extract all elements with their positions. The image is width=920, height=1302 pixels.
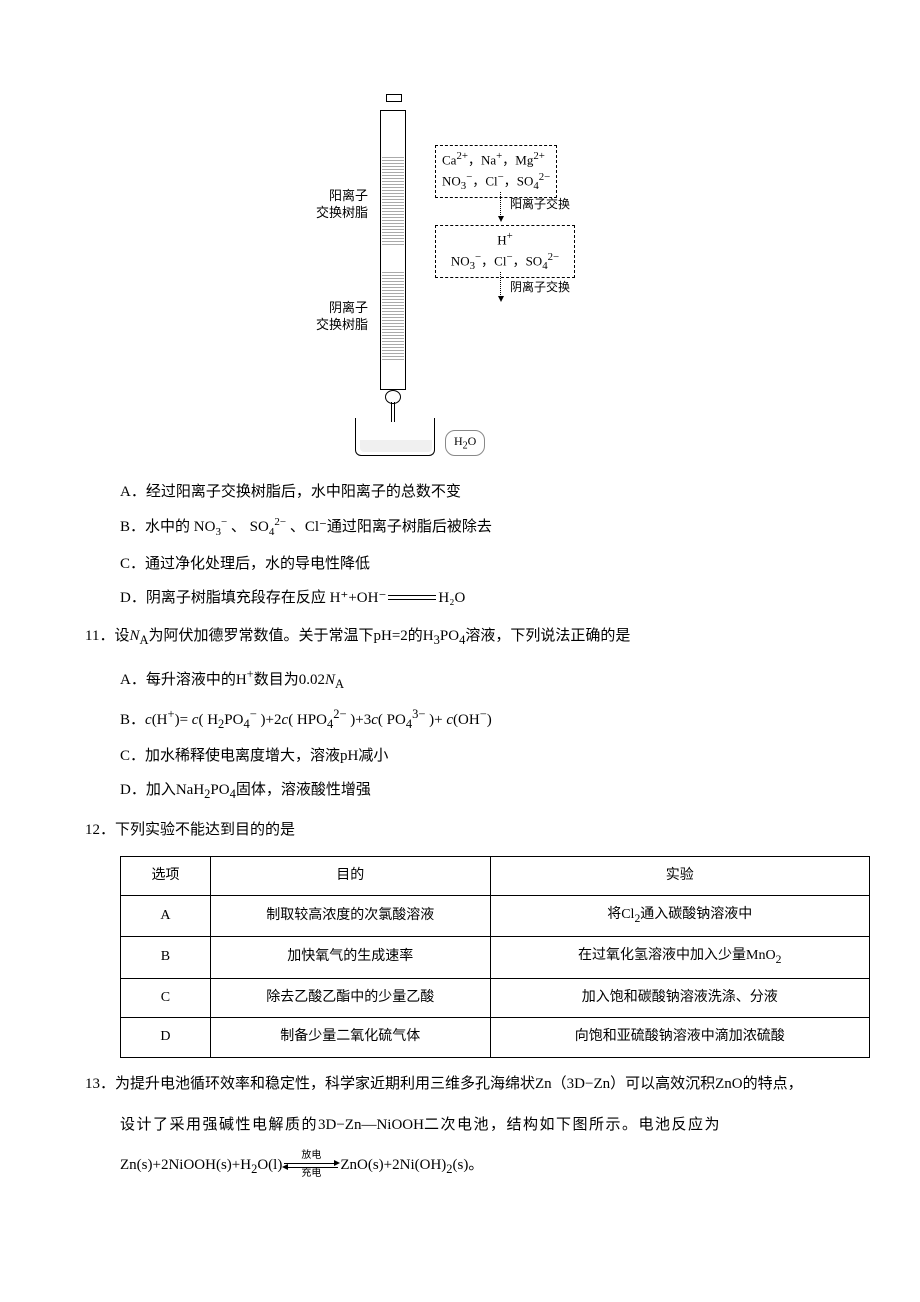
option-11-B: B．c(H+)= c( H2PO4− )+2c( HPO42− )+3c( PO… [120,704,870,734]
table-row: B 加快氧气的生成速率 在过氧化氢溶液中加入少量MnO2 [121,937,870,978]
table-header: 选项 [121,856,211,895]
question-11-title: 11．设NA为阿伏加德罗常数值。关于常温下pH=2的H3PO4溶液，下列说法正确… [85,624,870,650]
option-11-C: C．加水稀释使电离度增大，溶液pH减小 [120,744,870,768]
anion-exchange-arrow-label: 阴离子交换 [510,278,570,297]
option-10-D: D．阴离子树脂填充段存在反应 H⁺+OH⁻H₂O [120,586,870,610]
ion-exchange-diagram: 阳离子 交换树脂 阴离子 交换树脂 Ca2+，Na+，Mg2+ NO3−，Cl−… [50,100,870,460]
question-12-title: 12．下列实验不能达到目的的是 [85,818,870,842]
table-row: C 除去乙酸乙酯中的少量乙酸 加入饱和碳酸钠溶液洗涤、分液 [121,978,870,1017]
ion-box-1: Ca2+，Na+，Mg2+ NO3−，Cl−，SO42− [435,145,557,198]
table-row: A 制取较高浓度的次氯酸溶液 将Cl2通入碳酸钠溶液中 [121,895,870,936]
option-10-B: B．水中的 NO3− 、 SO42− 、Cl⁻通过阳离子树脂后被除去 [120,514,870,542]
option-11-A: A．每升溶液中的H+数目为0.02NA [120,664,870,694]
question-13-line1: 13．为提升电池循环效率和稳定性，科学家近期利用三维多孔海绵状Zn（3D−Zn）… [85,1072,870,1096]
option-10-C: C．通过净化处理后，水的导电性降低 [120,552,870,576]
table-row: D 制备少量二氧化硫气体 向饱和亚硫酸钠溶液中滴加浓硫酸 [121,1018,870,1057]
cation-resin-label: 阳离子 交换树脂 [298,188,368,222]
table-header: 实验 [490,856,870,895]
ion-box-2: H+ NO3−，Cl−，SO42− [435,225,575,278]
experiment-table: 选项 目的 实验 A 制取较高浓度的次氯酸溶液 将Cl2通入碳酸钠溶液中 B 加… [120,856,870,1058]
option-10-A: A．经过阳离子交换树脂后，水中阳离子的总数不变 [120,480,870,504]
table-header: 目的 [210,856,490,895]
table-row: 选项 目的 实验 [121,856,870,895]
h2o-beaker-label: H2O [445,430,485,456]
question-13-line2: 设计了采用强碱性电解质的3D−Zn—NiOOH二次电池，结构如下图所示。电池反应… [120,1110,870,1140]
option-11-D: D．加入NaH2PO4固体，溶液酸性增强 [120,778,870,804]
cation-exchange-arrow-label: 阳离子交换 [510,195,570,214]
anion-resin-label: 阴离子 交换树脂 [298,300,368,334]
question-13-equation: Zn(s)+2NiOOH(s)+H2O(l) 放电 充电 ZnO(s)+2Ni(… [120,1150,870,1182]
